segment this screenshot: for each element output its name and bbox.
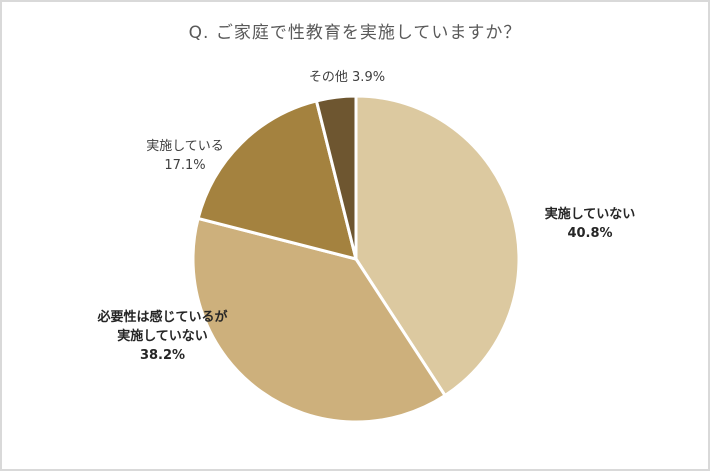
- label-need-but-not-pct: 38.2%: [139, 348, 186, 363]
- chart-title: Q. ご家庭で性教育を実施していますか？: [188, 23, 522, 43]
- label-implemented-pct: 17.1%: [164, 158, 206, 173]
- label-need-but-not-line2: 実施していない: [117, 329, 208, 344]
- label-need-but-not-line1: 必要性は感じているが: [97, 310, 228, 325]
- pie-slice-3: [314, 94, 358, 261]
- label-implemented: 実施している 17.1%: [125, 137, 245, 175]
- label-not-implemented: 実施していない 40.8%: [520, 205, 660, 243]
- label-not-implemented-pct: 40.8%: [567, 226, 613, 241]
- label-not-implemented-name: 実施していない: [544, 207, 636, 222]
- label-other: その他 3.9%: [282, 68, 412, 87]
- pie-slice-1: [191, 216, 447, 424]
- pie-slice-2: [196, 99, 358, 261]
- pie-slices: [191, 94, 521, 424]
- label-other-text: その他 3.9%: [308, 70, 386, 85]
- label-need-but-not: 必要性は感じているが 実施していない 38.2%: [70, 308, 255, 365]
- label-implemented-name: 実施している: [146, 139, 224, 154]
